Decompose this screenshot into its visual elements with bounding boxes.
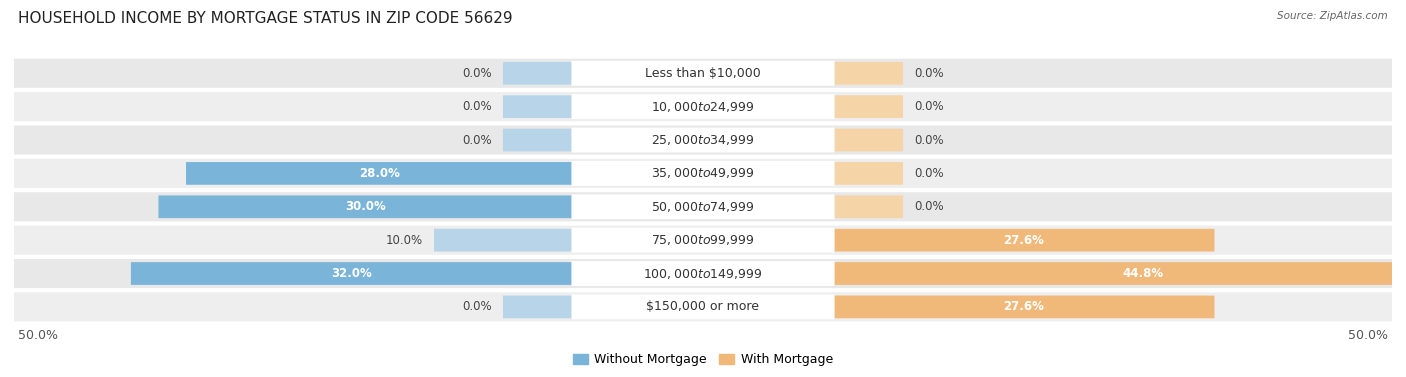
FancyBboxPatch shape	[503, 296, 572, 318]
FancyBboxPatch shape	[571, 61, 835, 86]
FancyBboxPatch shape	[159, 195, 572, 218]
Text: 44.8%: 44.8%	[1122, 267, 1163, 280]
FancyBboxPatch shape	[834, 162, 903, 185]
Text: $25,000 to $34,999: $25,000 to $34,999	[651, 133, 755, 147]
Text: 0.0%: 0.0%	[463, 300, 492, 313]
FancyBboxPatch shape	[503, 95, 572, 118]
Text: $10,000 to $24,999: $10,000 to $24,999	[651, 100, 755, 113]
FancyBboxPatch shape	[14, 92, 1392, 121]
FancyBboxPatch shape	[131, 262, 572, 285]
FancyBboxPatch shape	[834, 296, 1215, 318]
Text: $150,000 or more: $150,000 or more	[647, 300, 759, 313]
Legend: Without Mortgage, With Mortgage: Without Mortgage, With Mortgage	[568, 348, 838, 371]
FancyBboxPatch shape	[14, 159, 1392, 188]
Text: 0.0%: 0.0%	[463, 67, 492, 80]
FancyBboxPatch shape	[14, 192, 1392, 221]
Text: $75,000 to $99,999: $75,000 to $99,999	[651, 233, 755, 247]
FancyBboxPatch shape	[834, 229, 1215, 251]
FancyBboxPatch shape	[14, 259, 1392, 288]
FancyBboxPatch shape	[571, 294, 835, 319]
FancyBboxPatch shape	[571, 161, 835, 186]
Text: Less than $10,000: Less than $10,000	[645, 67, 761, 80]
Text: $50,000 to $74,999: $50,000 to $74,999	[651, 200, 755, 214]
Text: $35,000 to $49,999: $35,000 to $49,999	[651, 166, 755, 181]
FancyBboxPatch shape	[14, 59, 1392, 88]
Text: $100,000 to $149,999: $100,000 to $149,999	[644, 267, 762, 280]
Text: 10.0%: 10.0%	[387, 234, 423, 247]
Text: 0.0%: 0.0%	[914, 200, 943, 213]
Text: 50.0%: 50.0%	[18, 329, 58, 342]
Text: 27.6%: 27.6%	[1004, 234, 1045, 247]
Text: 28.0%: 28.0%	[359, 167, 399, 180]
Text: 0.0%: 0.0%	[914, 67, 943, 80]
Text: HOUSEHOLD INCOME BY MORTGAGE STATUS IN ZIP CODE 56629: HOUSEHOLD INCOME BY MORTGAGE STATUS IN Z…	[18, 11, 513, 26]
FancyBboxPatch shape	[14, 126, 1392, 155]
FancyBboxPatch shape	[571, 94, 835, 119]
Text: 0.0%: 0.0%	[914, 100, 943, 113]
FancyBboxPatch shape	[434, 229, 572, 251]
FancyBboxPatch shape	[571, 195, 835, 219]
FancyBboxPatch shape	[571, 261, 835, 286]
Text: 32.0%: 32.0%	[332, 267, 373, 280]
Text: 0.0%: 0.0%	[914, 167, 943, 180]
FancyBboxPatch shape	[834, 62, 903, 85]
FancyBboxPatch shape	[186, 162, 572, 185]
Text: 0.0%: 0.0%	[463, 100, 492, 113]
Text: 30.0%: 30.0%	[344, 200, 385, 213]
Text: 0.0%: 0.0%	[914, 133, 943, 147]
FancyBboxPatch shape	[503, 129, 572, 152]
Text: 50.0%: 50.0%	[1348, 329, 1388, 342]
Text: 27.6%: 27.6%	[1004, 300, 1045, 313]
Text: 0.0%: 0.0%	[463, 133, 492, 147]
FancyBboxPatch shape	[834, 195, 903, 218]
FancyBboxPatch shape	[834, 262, 1406, 285]
FancyBboxPatch shape	[571, 228, 835, 253]
FancyBboxPatch shape	[571, 127, 835, 152]
Text: Source: ZipAtlas.com: Source: ZipAtlas.com	[1277, 11, 1388, 21]
FancyBboxPatch shape	[834, 129, 903, 152]
FancyBboxPatch shape	[503, 62, 572, 85]
FancyBboxPatch shape	[14, 225, 1392, 255]
FancyBboxPatch shape	[834, 95, 903, 118]
FancyBboxPatch shape	[14, 292, 1392, 322]
